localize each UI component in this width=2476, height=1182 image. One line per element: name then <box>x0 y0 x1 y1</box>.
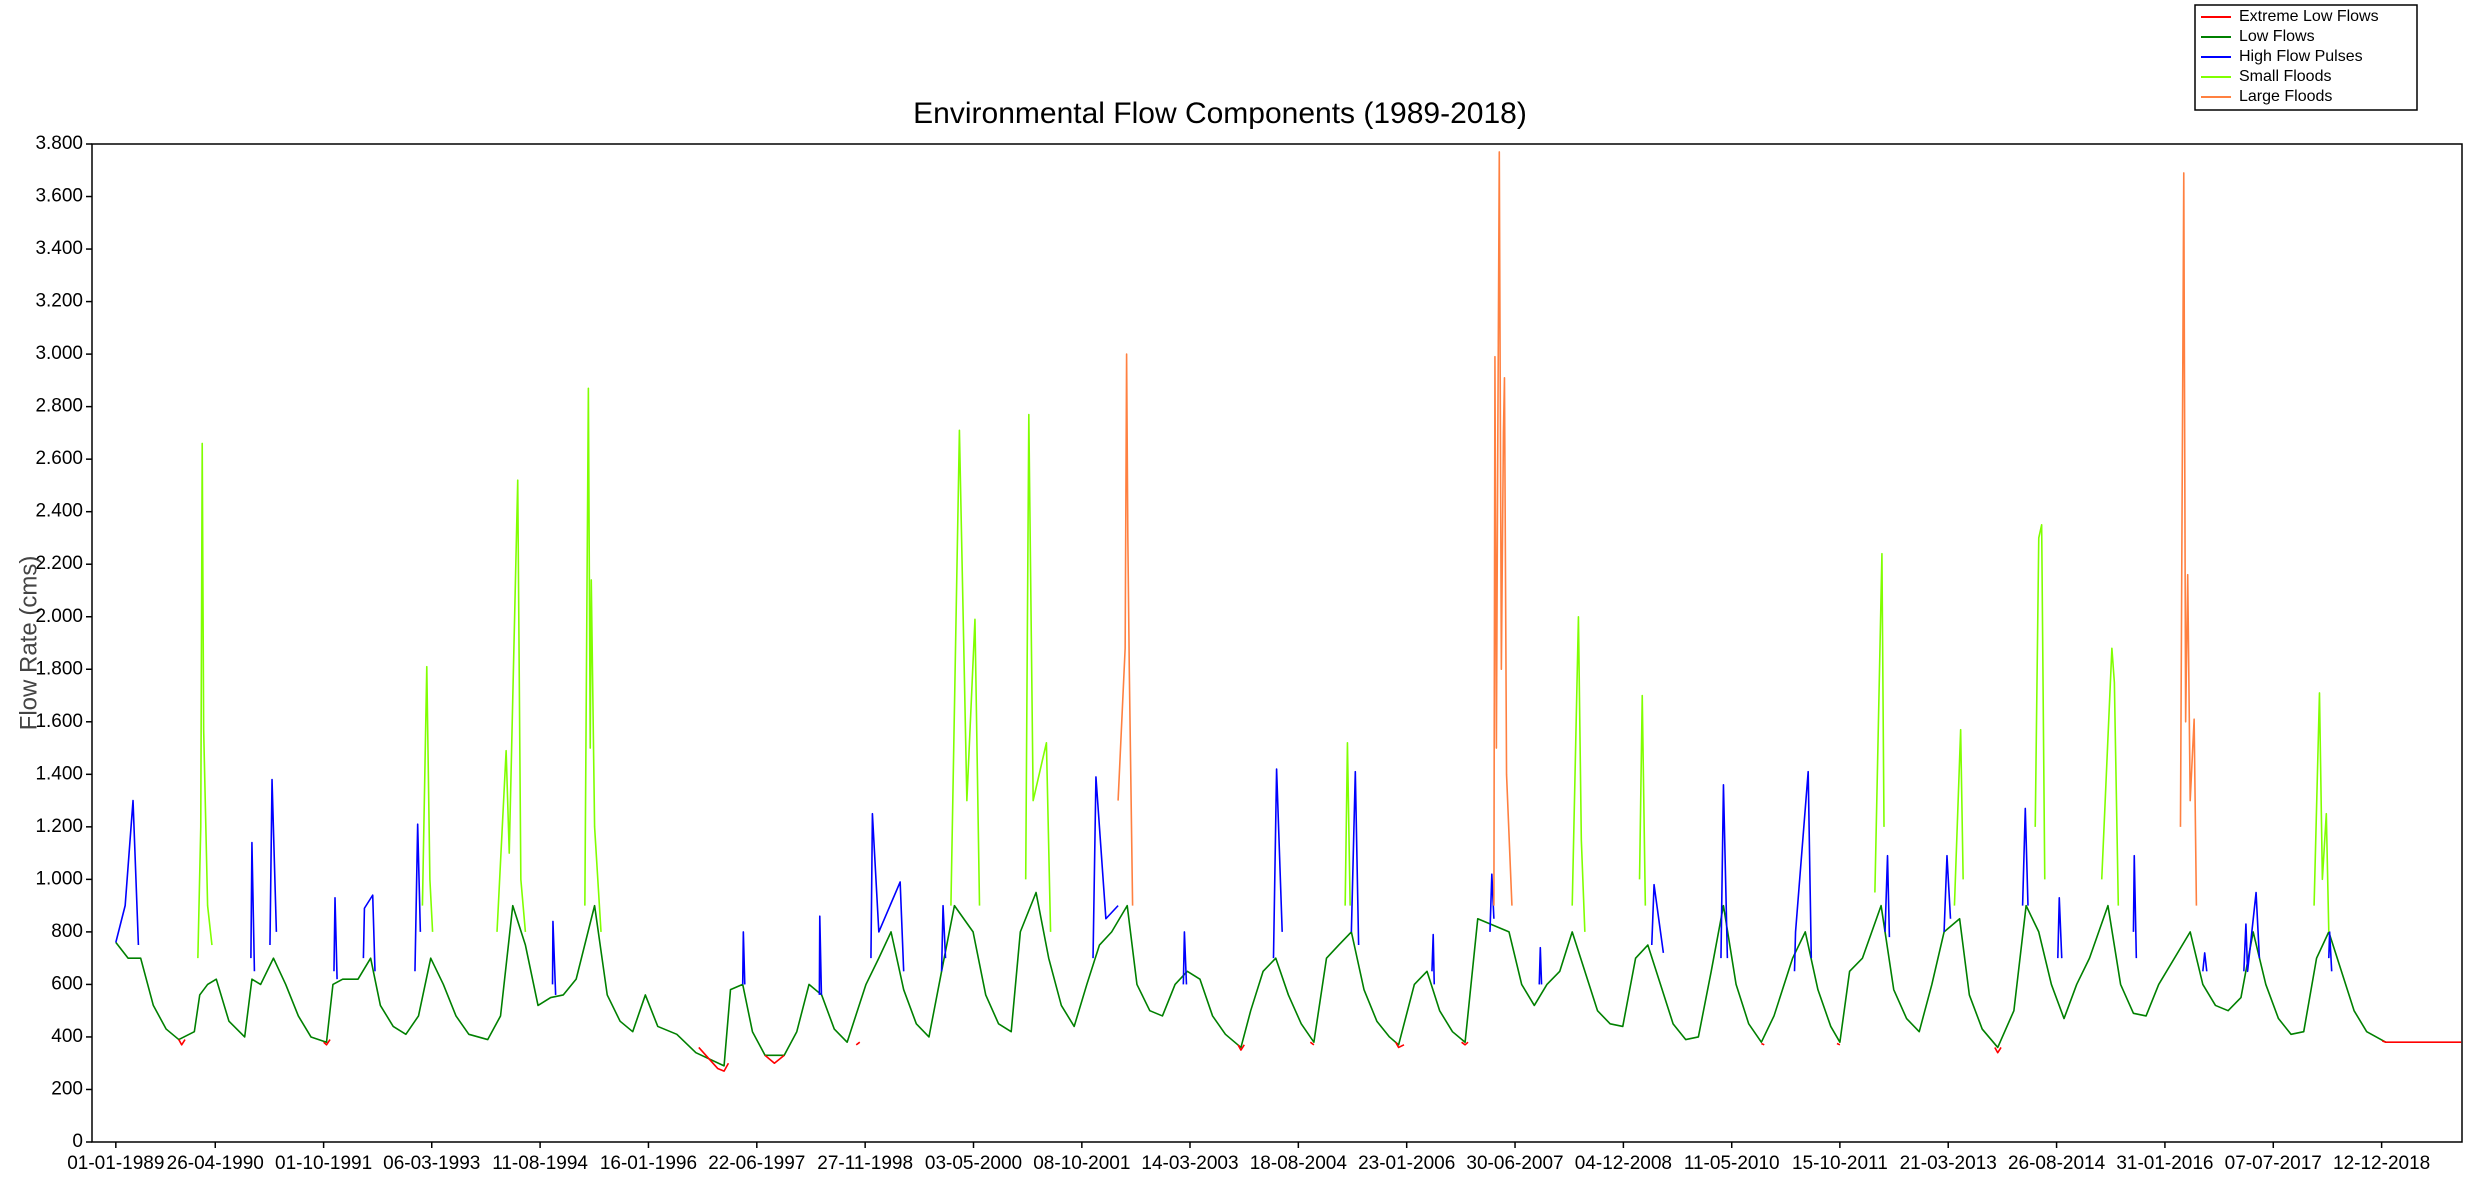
x-tick-label: 16-01-1996 <box>600 1153 697 1174</box>
x-tick-label: 08-10-2001 <box>1033 1153 1130 1174</box>
legend-label: Large Floods <box>2239 88 2332 105</box>
y-tick-label: 400 <box>51 1026 83 1047</box>
flow-line <box>115 891 2387 1067</box>
x-tick-label: 04-12-2008 <box>1575 1153 1672 1174</box>
y-tick-label: 1.200 <box>35 816 83 837</box>
x-tick-label: 14-03-2003 <box>1141 1153 1238 1174</box>
x-tick-label: 27-11-1998 <box>817 1153 913 1174</box>
y-tick-label: 1.800 <box>35 658 83 679</box>
legend-label: High Flow Pulses <box>2239 48 2363 65</box>
x-tick-label: 01-10-1991 <box>275 1153 372 1174</box>
y-axis-label: Flow Rate (cms) <box>15 556 42 731</box>
y-tick-label: 2.600 <box>35 448 83 469</box>
x-tick-label: 06-03-1993 <box>383 1153 480 1174</box>
y-tick-label: 3.400 <box>35 238 83 259</box>
x-tick-label: 26-08-2014 <box>2008 1153 2106 1174</box>
y-tick-label: 600 <box>51 973 83 994</box>
legend-box <box>2194 4 2418 111</box>
x-tick-label: 11-05-2010 <box>1684 1153 1780 1174</box>
x-tick-label: 26-04-1990 <box>167 1153 264 1174</box>
x-tick-label: 22-06-1997 <box>708 1153 805 1174</box>
y-tick-label: 3.600 <box>35 186 83 207</box>
y-tick-label: 3.000 <box>35 343 83 364</box>
x-tick-label: 07-07-2017 <box>2225 1153 2322 1174</box>
legend-label: Extreme Low Flows <box>2239 8 2379 25</box>
x-tick-label: 23-01-2006 <box>1358 1153 1455 1174</box>
x-tick-label: 03-05-2000 <box>925 1153 1022 1174</box>
y-tick-label: 200 <box>51 1078 83 1099</box>
y-tick-label: 3.800 <box>35 133 83 154</box>
x-tick-label: 18-08-2004 <box>1250 1153 1348 1174</box>
flow-line <box>1117 151 2198 906</box>
x-tick-label: 01-01-1989 <box>67 1153 164 1174</box>
flow-line <box>115 768 2333 995</box>
legend-label: Low Flows <box>2239 28 2315 45</box>
y-tick-label: 1.600 <box>35 711 83 732</box>
flow-line <box>178 1039 2462 1072</box>
x-tick-label: 31-01-2016 <box>2116 1153 2213 1174</box>
legend-label: Small Floods <box>2239 68 2331 85</box>
x-tick-label: 11-08-1994 <box>492 1153 588 1174</box>
y-tick-label: 0 <box>72 1131 83 1152</box>
y-tick-label: 3.200 <box>35 291 83 312</box>
y-tick-label: 1.000 <box>35 868 83 889</box>
y-tick-label: 2.000 <box>35 606 83 627</box>
x-tick-label: 30-06-2007 <box>1466 1153 1563 1174</box>
plot-frame <box>91 143 2463 1143</box>
y-tick-label: 2.800 <box>35 396 83 417</box>
y-tick-label: 2.200 <box>35 553 83 574</box>
x-tick-label: 15-10-2011 <box>1792 1153 1888 1174</box>
flow-line <box>197 387 2330 959</box>
y-tick-label: 2.400 <box>35 501 83 522</box>
x-tick-label: 21-03-2013 <box>1900 1153 1997 1174</box>
chart-title: Environmental Flow Components (1989-2018… <box>913 97 1527 130</box>
x-tick-label: 12-12-2018 <box>2333 1153 2430 1174</box>
y-tick-label: 1.400 <box>35 763 83 784</box>
y-tick-label: 800 <box>51 921 83 942</box>
